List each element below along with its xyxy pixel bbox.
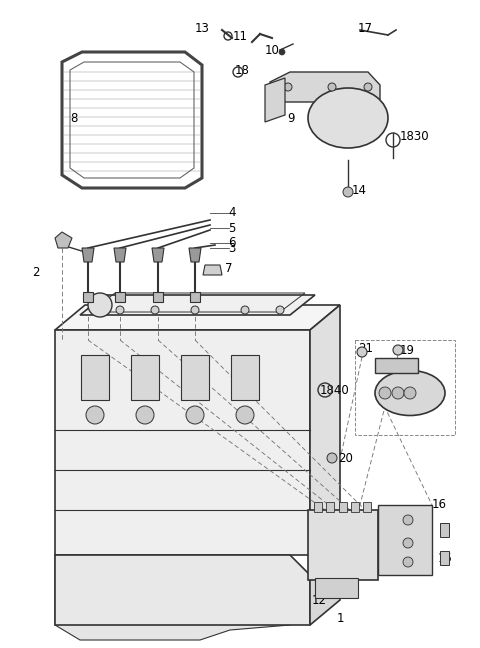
Text: 13: 13 xyxy=(195,21,210,34)
Polygon shape xyxy=(80,295,315,315)
Polygon shape xyxy=(81,355,109,400)
Text: 20: 20 xyxy=(338,452,353,465)
Circle shape xyxy=(403,538,413,548)
Circle shape xyxy=(327,453,337,463)
Circle shape xyxy=(236,406,254,424)
Circle shape xyxy=(328,83,336,91)
Circle shape xyxy=(86,406,104,424)
Polygon shape xyxy=(82,248,94,262)
Polygon shape xyxy=(351,502,359,512)
Circle shape xyxy=(379,387,391,399)
Polygon shape xyxy=(310,305,340,555)
Text: 3: 3 xyxy=(228,242,235,255)
Polygon shape xyxy=(153,292,163,302)
Circle shape xyxy=(357,347,367,357)
Polygon shape xyxy=(114,248,126,262)
Polygon shape xyxy=(203,265,222,275)
Text: 5: 5 xyxy=(228,222,235,235)
Text: 18: 18 xyxy=(235,64,250,76)
Text: 6: 6 xyxy=(228,237,236,249)
Text: 7: 7 xyxy=(225,262,232,275)
Circle shape xyxy=(403,557,413,567)
Circle shape xyxy=(136,406,154,424)
Text: 1830: 1830 xyxy=(400,130,430,143)
Polygon shape xyxy=(55,232,72,248)
Polygon shape xyxy=(152,248,164,262)
Circle shape xyxy=(191,306,199,314)
Text: 14: 14 xyxy=(352,183,367,196)
Circle shape xyxy=(392,387,404,399)
Polygon shape xyxy=(339,502,347,512)
Polygon shape xyxy=(55,555,310,625)
Polygon shape xyxy=(314,502,322,512)
Text: 19: 19 xyxy=(400,343,415,356)
Polygon shape xyxy=(55,305,340,330)
Circle shape xyxy=(403,515,413,525)
Polygon shape xyxy=(83,292,93,302)
Polygon shape xyxy=(181,355,209,400)
Circle shape xyxy=(284,83,292,91)
Circle shape xyxy=(279,49,285,55)
Polygon shape xyxy=(265,78,285,122)
Polygon shape xyxy=(231,355,259,400)
Circle shape xyxy=(88,293,112,317)
Polygon shape xyxy=(310,550,340,625)
Text: 16: 16 xyxy=(432,498,447,511)
Polygon shape xyxy=(378,505,432,575)
Text: 2: 2 xyxy=(33,266,40,279)
Polygon shape xyxy=(55,330,310,555)
Polygon shape xyxy=(131,355,159,400)
Circle shape xyxy=(116,306,124,314)
Circle shape xyxy=(343,187,353,197)
Text: 8: 8 xyxy=(71,111,78,124)
Circle shape xyxy=(151,306,159,314)
Polygon shape xyxy=(326,502,334,512)
Ellipse shape xyxy=(308,88,388,148)
Polygon shape xyxy=(270,72,380,102)
Circle shape xyxy=(276,306,284,314)
Text: 12: 12 xyxy=(312,594,327,607)
Polygon shape xyxy=(115,292,125,302)
Polygon shape xyxy=(315,578,358,598)
Circle shape xyxy=(404,387,416,399)
Text: 1840: 1840 xyxy=(320,384,350,397)
Text: 17: 17 xyxy=(358,21,373,34)
Polygon shape xyxy=(189,248,201,262)
Polygon shape xyxy=(308,510,378,580)
Circle shape xyxy=(393,345,403,355)
Text: 4: 4 xyxy=(228,207,236,220)
Circle shape xyxy=(364,83,372,91)
Circle shape xyxy=(186,406,204,424)
Text: 15: 15 xyxy=(438,551,453,564)
Polygon shape xyxy=(55,555,290,640)
Ellipse shape xyxy=(375,371,445,415)
Polygon shape xyxy=(190,292,200,302)
Text: 10: 10 xyxy=(265,43,280,56)
Circle shape xyxy=(241,306,249,314)
Polygon shape xyxy=(375,358,418,373)
Polygon shape xyxy=(440,551,449,565)
Polygon shape xyxy=(440,523,449,537)
Text: 11: 11 xyxy=(233,30,248,43)
Text: 21: 21 xyxy=(358,341,373,354)
Text: 9: 9 xyxy=(288,111,295,124)
Text: 1: 1 xyxy=(336,612,344,625)
Polygon shape xyxy=(363,502,371,512)
